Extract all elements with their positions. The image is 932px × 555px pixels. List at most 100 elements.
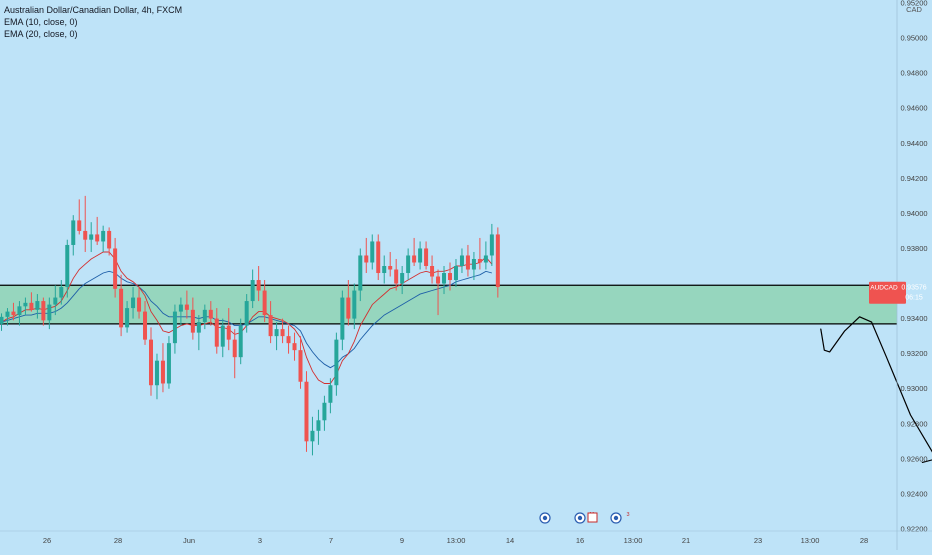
candle-body[interactable] (29, 302, 34, 310)
candle-body[interactable] (262, 290, 267, 316)
candle-body[interactable] (388, 266, 393, 270)
candle-body[interactable] (280, 329, 285, 337)
candle-body[interactable] (65, 244, 70, 288)
candle-body[interactable] (244, 301, 249, 326)
candle-body[interactable] (406, 255, 411, 274)
candle-body[interactable] (113, 248, 118, 289)
candle-body[interactable] (125, 308, 130, 328)
flag-icon (613, 515, 619, 521)
candle-body[interactable] (196, 322, 201, 333)
candle-body[interactable] (71, 220, 76, 245)
candle-body[interactable] (382, 266, 387, 274)
candle-body[interactable] (95, 234, 100, 242)
candle-body[interactable] (166, 343, 171, 384)
price-tick-label: 0.95000 (900, 34, 927, 43)
candle-body[interactable] (53, 297, 58, 305)
candle-body[interactable] (119, 288, 124, 328)
candle-body[interactable] (430, 266, 435, 277)
candle-body[interactable] (250, 280, 255, 302)
candle-body[interactable] (0, 316, 4, 324)
candle-body[interactable] (5, 311, 10, 317)
candle-body[interactable] (424, 248, 429, 266)
candle-body[interactable] (376, 241, 381, 274)
candle-body[interactable] (292, 343, 297, 351)
candle-body[interactable] (107, 230, 112, 249)
candle-body[interactable] (202, 309, 207, 323)
candle-body[interactable] (340, 297, 345, 340)
support-zone[interactable] (0, 285, 897, 324)
candle-body[interactable] (160, 360, 165, 384)
price-tick-label: 0.93400 (900, 314, 927, 323)
candle-body[interactable] (394, 269, 399, 284)
candle-body[interactable] (370, 241, 375, 263)
candle-body[interactable] (448, 273, 452, 281)
candle-body[interactable] (131, 297, 136, 309)
candle-body[interactable] (412, 255, 417, 263)
candle-body[interactable] (436, 276, 441, 284)
candle-body[interactable] (316, 420, 321, 431)
candle-body[interactable] (190, 309, 195, 333)
candle-body[interactable] (59, 287, 64, 298)
candle-body[interactable] (11, 311, 16, 316)
candle-body[interactable] (304, 381, 309, 442)
candle-body[interactable] (489, 234, 494, 256)
candle-body[interactable] (256, 280, 261, 291)
price-tick-label: 0.94400 (900, 139, 927, 148)
candle-body[interactable] (334, 339, 339, 386)
candle-body[interactable] (465, 255, 470, 270)
candle-body[interactable] (220, 325, 225, 347)
candle-body[interactable] (172, 311, 177, 344)
candle-body[interactable] (101, 230, 106, 242)
candle-body[interactable] (268, 315, 273, 337)
candle-body[interactable] (41, 301, 46, 321)
price-tag[interactable] (869, 281, 906, 304)
candle-body[interactable] (418, 248, 423, 263)
candle-body[interactable] (154, 360, 159, 386)
candle-body[interactable] (47, 304, 52, 321)
candle-body[interactable] (77, 220, 82, 231)
candle-body[interactable] (184, 304, 189, 310)
candle-body[interactable] (453, 266, 458, 281)
candle-body[interactable] (286, 336, 291, 344)
candle-body[interactable] (23, 302, 28, 307)
candle-body[interactable] (178, 304, 183, 312)
candle-body[interactable] (208, 309, 213, 319)
candle-body[interactable] (89, 234, 94, 240)
candle-body[interactable] (442, 273, 447, 284)
candle-body[interactable] (143, 311, 148, 340)
event-count-badge: 3 (626, 512, 629, 518)
candle-body[interactable] (83, 230, 88, 240)
price-tick-label: 0.92400 (900, 489, 927, 498)
candle-body[interactable] (358, 255, 363, 291)
candle-body[interactable] (483, 255, 488, 263)
candle-body[interactable] (364, 255, 369, 263)
candle-body[interactable] (477, 258, 482, 263)
candle-body[interactable] (471, 258, 476, 270)
candle-body[interactable] (238, 325, 243, 358)
candle-body[interactable] (226, 325, 231, 340)
candle-body[interactable] (346, 297, 351, 319)
time-tick-label: 28 (114, 536, 122, 545)
ema-fast-legend[interactable]: EMA (10, close, 0) (4, 17, 78, 27)
candle-body[interactable] (35, 301, 40, 310)
candle-body[interactable] (17, 306, 22, 316)
candle-body[interactable] (137, 297, 142, 312)
candle-body[interactable] (352, 290, 357, 319)
candle-body[interactable] (214, 318, 219, 347)
candle-body[interactable] (459, 255, 464, 266)
candle-body[interactable] (298, 350, 303, 382)
candle-body[interactable] (149, 339, 153, 386)
candle-body[interactable] (310, 430, 315, 442)
candle-body[interactable] (274, 329, 279, 337)
candle-body[interactable] (495, 234, 500, 288)
ema-slow-legend[interactable]: EMA (20, close, 0) (4, 29, 78, 39)
candle-body[interactable] (400, 273, 405, 284)
candle-body[interactable] (328, 385, 333, 403)
drawn-arrow-path[interactable] (820, 316, 932, 485)
symbol-title[interactable]: Australian Dollar/Canadian Dollar, 4h, F… (4, 5, 183, 15)
canada-flag-icon[interactable] (587, 512, 598, 523)
candle-body[interactable] (322, 402, 327, 421)
candle-body[interactable] (232, 339, 237, 358)
time-tick-label: 23 (754, 536, 762, 545)
